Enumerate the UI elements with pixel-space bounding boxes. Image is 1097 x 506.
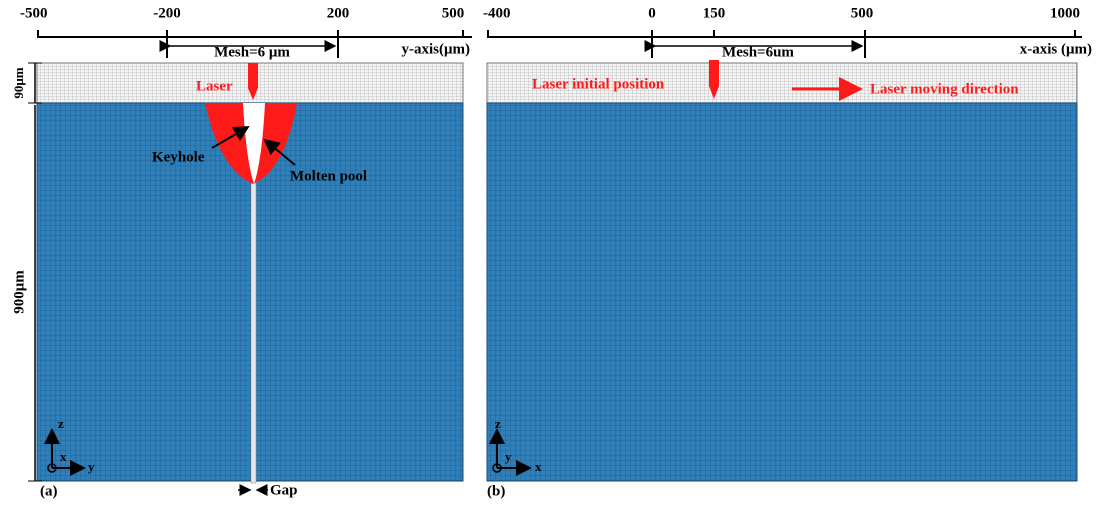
tick-label: 150 (703, 5, 726, 21)
coord-label: y (88, 459, 95, 474)
gap-label: Gap (270, 482, 298, 498)
panel-a: -500 -200 200 500 Mesh=6 μm y-axis(μm) L… (11, 5, 472, 499)
fine-mesh (486, 62, 1078, 104)
tick-label: 500 (442, 5, 465, 21)
tick-label: 500 (851, 5, 874, 21)
tick-label: -200 (153, 5, 181, 21)
laser-direction-label: Laser moving direction (870, 81, 1019, 97)
axis-label: x-axis (μm) (1020, 41, 1092, 57)
coord-system: z y x (489, 416, 542, 476)
laser-beam (248, 63, 258, 100)
tick-label: 1000 (1050, 5, 1080, 21)
axis-label: y-axis(μm) (402, 41, 471, 57)
coord-system: z x y (44, 416, 95, 476)
laser-start-label: Laser initial position (532, 76, 665, 92)
panel-tag: (a) (40, 483, 58, 499)
pool-arrow (263, 138, 296, 166)
tick-label: -500 (20, 5, 48, 21)
coord-label: z (58, 416, 64, 431)
tick-label: 200 (327, 5, 350, 21)
mesh-label: Mesh=6um (722, 44, 794, 60)
keyhole (243, 103, 265, 184)
gap (250, 182, 257, 484)
laser-beam (709, 60, 719, 99)
pool-label: Molten pool (290, 168, 367, 184)
panel-b: -400 0 150 500 1000 Mesh=6um x-axis (μm)… (483, 5, 1092, 499)
tick-label: 0 (648, 5, 656, 21)
keyhole-arrow (211, 125, 250, 149)
coord-label: z (495, 416, 501, 431)
keyhole-label: Keyhole (152, 149, 205, 165)
laser-label: Laser (196, 78, 233, 94)
coord-label: x (60, 449, 67, 464)
mesh-label: Mesh=6 μm (214, 44, 290, 60)
tick-label: -400 (483, 5, 511, 21)
coord-label: x (535, 459, 542, 474)
panel-tag: (b) (487, 483, 505, 499)
height-bottom-label: 900μm (11, 270, 27, 314)
coord-label: y (505, 449, 512, 464)
substrate-mesh (486, 102, 1078, 482)
height-top-label: 90μm (11, 67, 26, 98)
